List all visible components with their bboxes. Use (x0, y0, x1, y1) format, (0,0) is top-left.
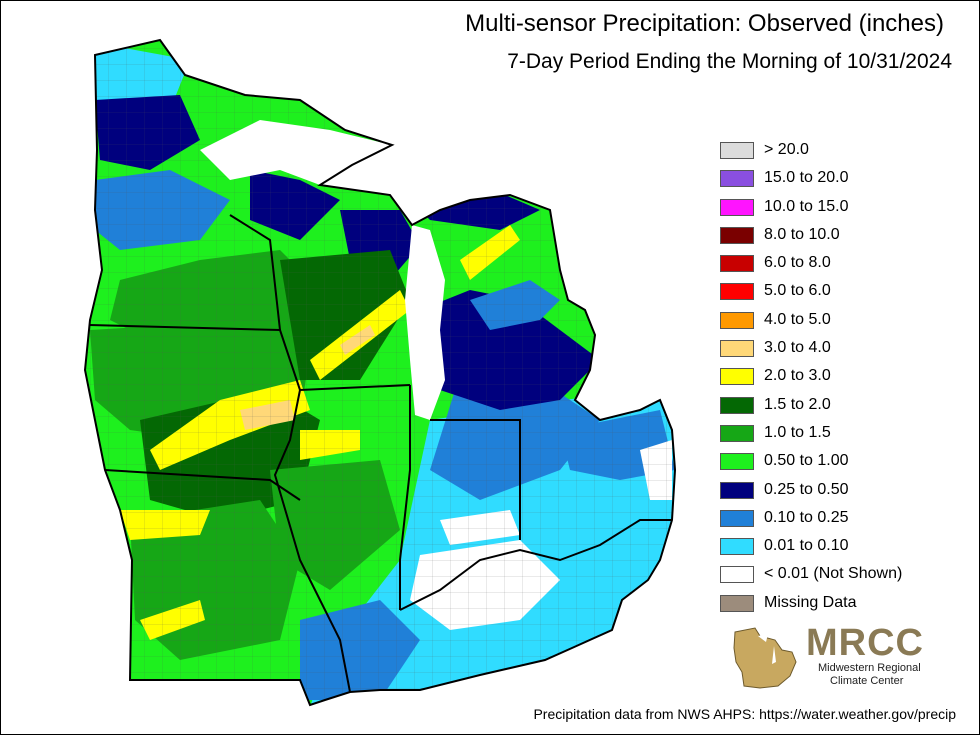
legend-item: 0.25 to 0.50 (720, 480, 960, 508)
legend-swatch (720, 255, 754, 273)
legend-item: 5.0 to 6.0 (720, 281, 960, 309)
legend-label: 0.10 to 0.25 (764, 508, 849, 526)
legend-swatch (720, 311, 754, 329)
legend-swatch (720, 566, 754, 584)
legend-swatch (720, 594, 754, 612)
legend-label: 4.0 to 5.0 (764, 310, 831, 328)
legend-swatch (720, 340, 754, 358)
legend-swatch (720, 538, 754, 556)
legend-label: 10.0 to 15.0 (764, 197, 849, 215)
legend-item: Missing Data (720, 593, 960, 621)
legend-item: 2.0 to 3.0 (720, 366, 960, 394)
legend-label: 0.01 to 0.10 (764, 537, 849, 555)
state-boundaries (83, 38, 677, 707)
legend-label: 2.0 to 3.0 (764, 367, 831, 385)
legend-swatch (720, 453, 754, 471)
legend-swatch (720, 368, 754, 386)
legend-label: 6.0 to 8.0 (764, 254, 831, 272)
legend-swatch (720, 283, 754, 301)
map-subtitle: 7-Day Period Ending the Morning of 10/31… (507, 50, 952, 73)
logo-name-line1: Midwestern Regional (818, 662, 921, 674)
legend-label: Missing Data (764, 593, 857, 611)
legend-swatch (720, 198, 754, 216)
legend-label: 15.0 to 20.0 (764, 169, 849, 187)
legend-item: 1.5 to 2.0 (720, 395, 960, 423)
lake-michigan (405, 225, 445, 420)
legend-label: 5.0 to 6.0 (764, 282, 831, 300)
legend-label: 3.0 to 4.0 (764, 339, 831, 357)
legend: > 20.0 15.0 to 20.0 10.0 to 15.0 8.0 to 10.… (720, 140, 960, 621)
legend-label: < 0.01 (Not Shown) (764, 565, 903, 583)
legend-item: 8.0 to 10.0 (720, 225, 960, 253)
precipitation-map (83, 38, 677, 707)
legend-swatch (720, 170, 754, 188)
legend-item: 10.0 to 15.0 (720, 197, 960, 225)
legend-item: 15.0 to 20.0 (720, 168, 960, 196)
map-title: Multi-sensor Precipitation: Observed (in… (465, 10, 944, 37)
legend-label: 1.5 to 2.0 (764, 395, 831, 413)
legend-item: 0.50 to 1.00 (720, 451, 960, 479)
midwest-region-icon (733, 627, 797, 689)
legend-item: 6.0 to 8.0 (720, 253, 960, 281)
legend-label: 8.0 to 10.0 (764, 225, 840, 243)
legend-item: 4.0 to 5.0 (720, 310, 960, 338)
legend-item: 3.0 to 4.0 (720, 338, 960, 366)
legend-label: 0.50 to 1.00 (764, 452, 849, 470)
legend-swatch (720, 226, 754, 244)
legend-label: 0.25 to 0.50 (764, 480, 849, 498)
county-borders (85, 40, 675, 705)
legend-item: < 0.01 (Not Shown) (720, 564, 960, 592)
legend-label: 1.0 to 1.5 (764, 423, 831, 441)
legend-item: 1.0 to 1.5 (720, 423, 960, 451)
mrcc-logo: MRCC Midwestern Regional Climate Center (730, 622, 945, 692)
legend-swatch (720, 481, 754, 499)
legend-label: > 20.0 (764, 141, 809, 158)
legend-swatch (720, 142, 754, 159)
legend-swatch (720, 424, 754, 442)
data-source-credit: Precipitation data from NWS AHPS: https:… (533, 706, 956, 722)
legend-swatch (720, 396, 754, 414)
logo-acronym: MRCC (806, 622, 924, 664)
logo-name-line2: Climate Center (830, 675, 904, 687)
lake-superior (200, 120, 392, 185)
legend-item: 0.01 to 0.10 (720, 536, 960, 564)
legend-item: 0.10 to 0.25 (720, 508, 960, 536)
legend-swatch (720, 509, 754, 527)
legend-item: > 20.0 (720, 140, 960, 168)
